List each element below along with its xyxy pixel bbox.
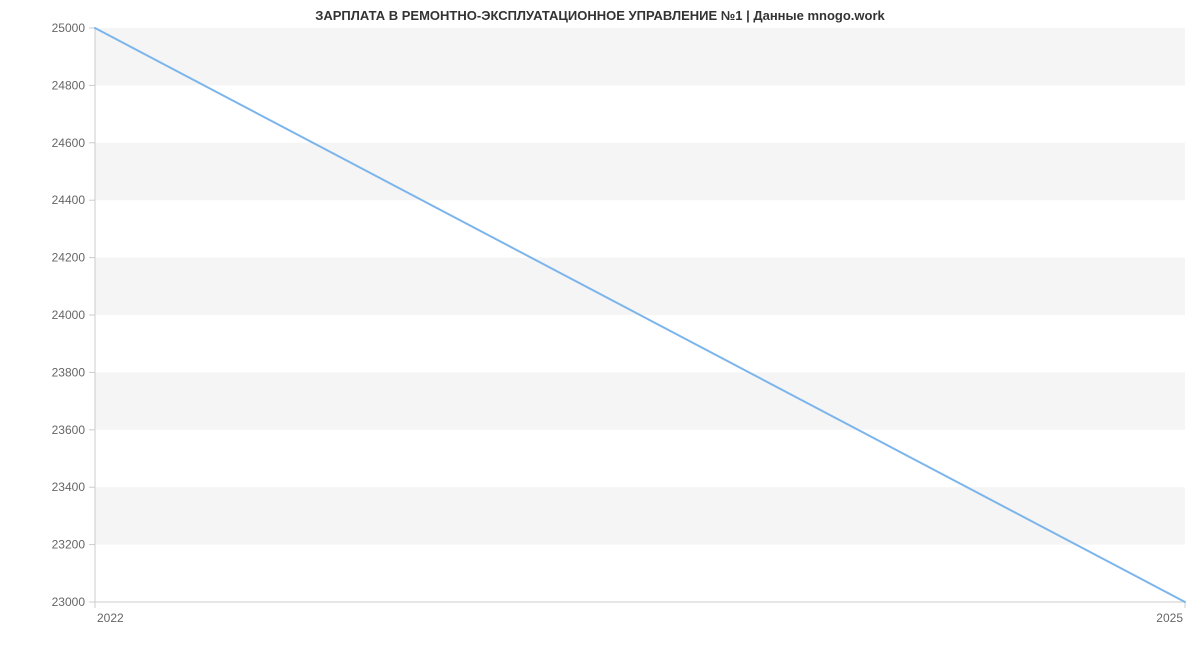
- chart-svg: 23000 23200 23400 23600 23800 24000 24200 24400…: [0, 0, 1200, 650]
- chart-title: ЗАРПЛАТА В РЕМОНТНО-ЭКСПЛУАТАЦИОННОЕ УПР…: [0, 8, 1200, 23]
- y-tick-label: 23400: [52, 480, 86, 494]
- y-tick-label: 25000: [52, 21, 86, 35]
- y-tick-label: 24600: [52, 136, 86, 150]
- y-tick-label: 23600: [52, 423, 86, 437]
- y-tick-label: 23000: [52, 595, 86, 609]
- y-tick-label: 24400: [52, 193, 86, 207]
- salary-line-chart: ЗАРПЛАТА В РЕМОНТНО-ЭКСПЛУАТАЦИОННОЕ УПР…: [0, 0, 1200, 650]
- y-tick-label: 24200: [52, 251, 86, 265]
- y-tick-label: 24800: [52, 78, 86, 92]
- x-tick-label: 2022: [97, 611, 124, 625]
- y-tick-label: 23800: [52, 365, 86, 379]
- x-tick-label: 2025: [1156, 611, 1183, 625]
- y-tick-label: 24000: [52, 308, 86, 322]
- y-tick-label: 23200: [52, 538, 86, 552]
